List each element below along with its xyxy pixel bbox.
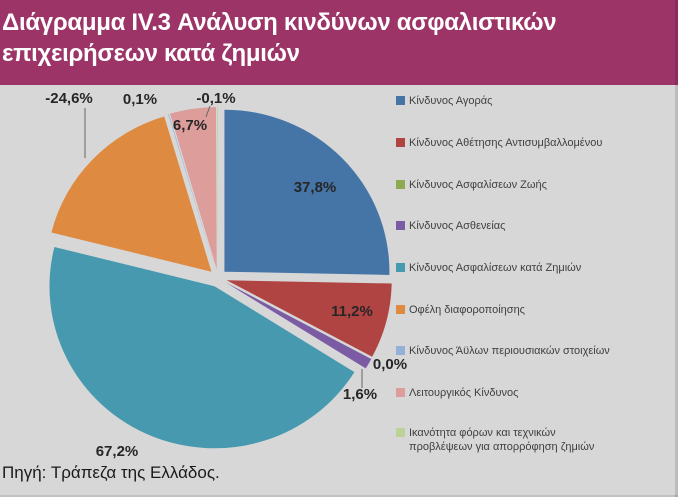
legend-label-5: Οφέλη διαφοροποίησης [409,304,525,316]
legend-label-2: Κίνδυνος Ασφαλίσεων Ζωής [409,179,547,191]
legend: Κίνδυνος Αγοράς Κίνδυνος Αθέτησης Αντισυμ… [396,85,676,497]
slice-label-6: 0,1% [122,91,158,108]
slice-label-1: 11,2% [331,303,373,320]
pie-chart [49,105,392,449]
chart-title-bar: Διάγραμμα IV.3 Ανάλυση κινδύνων ασφαλιστ… [0,0,678,85]
slice-label-0: 37,8% [293,179,337,196]
slice-label-7: 6,7% [172,117,208,134]
legend-item-3: Κίνδυνος Ασθενείας [396,219,505,233]
legend-item-6: Κίνδυνος Άϋλων περιουσιακών στοιχείων [396,344,610,358]
legend-swatch-icon [396,263,405,272]
legend-label-0: Κίνδυνος Αγοράς [409,95,493,107]
legend-swatch-icon [396,428,405,437]
pie-slice-0 [224,109,390,275]
legend-label-6: Κίνδυνος Άϋλων περιουσιακών στοιχείων [409,345,610,357]
legend-label-1: Κίνδυνος Αθέτησης Αντισυμβαλλομένου [409,137,603,149]
pie-slice-3 [225,282,372,369]
legend-swatch-icon [396,346,405,355]
slice-label-5: -24,6% [45,90,93,107]
pie-slice-7 [170,107,217,270]
legend-item-7: Λειτουργικός Κίνδυνος [396,386,518,400]
legend-item-1: Κίνδυνος Αθέτησης Αντισυμβαλλομένου [396,136,602,150]
leader-line-loss-absorption [205,105,211,118]
legend-item-0: Κίνδυνος Αγοράς [396,94,492,108]
legend-label-4: Κίνδυνος Ασφαλίσεων κατά Ζημιών [409,262,582,274]
legend-swatch-icon [396,138,405,147]
pie-slice-6 [168,113,216,270]
legend-item-8: Ικανότητα φόρων και τεχνικών προβλέψεων … [396,426,609,454]
slice-label-3: 1,6% [342,386,378,403]
pie-slice-1 [226,280,392,357]
legend-label-8: Ικανότητα φόρων και τεχνικών προβλέψεων … [409,427,595,453]
slice-label-8: -0,1% [196,90,236,107]
slice-label-2: 0,0% [372,356,408,373]
legend-swatch-icon [396,96,405,105]
legend-swatch-icon [396,388,405,397]
source-note: Πηγή: Τράπεζα της Ελλάδος. [2,463,220,482]
pie-slice-8 [217,106,218,270]
legend-item-2: Κίνδυνος Ασφαλίσεων Ζωής [396,178,547,192]
legend-swatch-icon [396,305,405,314]
pie-slice-4 [49,246,355,449]
pie-slice-5 [51,116,212,272]
legend-item-5: Οφέλη διαφοροποίησης [396,303,525,317]
legend-label-7: Λειτουργικός Κίνδυνος [409,387,519,399]
chart-title-line1: Διάγραμμα IV.3 Ανάλυση κινδύνων ασφαλιστ… [2,9,557,36]
legend-item-4: Κίνδυνος Ασφαλίσεων κατά Ζημιών [396,261,581,275]
legend-swatch-icon [396,221,405,230]
legend-label-3: Κίνδυνος Ασθενείας [409,220,506,232]
chart-title-line2: επιχειρήσεων κατά ζημιών [2,40,300,67]
bottom-edge-shade [0,495,678,497]
slice-label-4: 67,2% [95,443,139,460]
right-edge-shade [675,0,678,497]
legend-swatch-icon [396,180,405,189]
